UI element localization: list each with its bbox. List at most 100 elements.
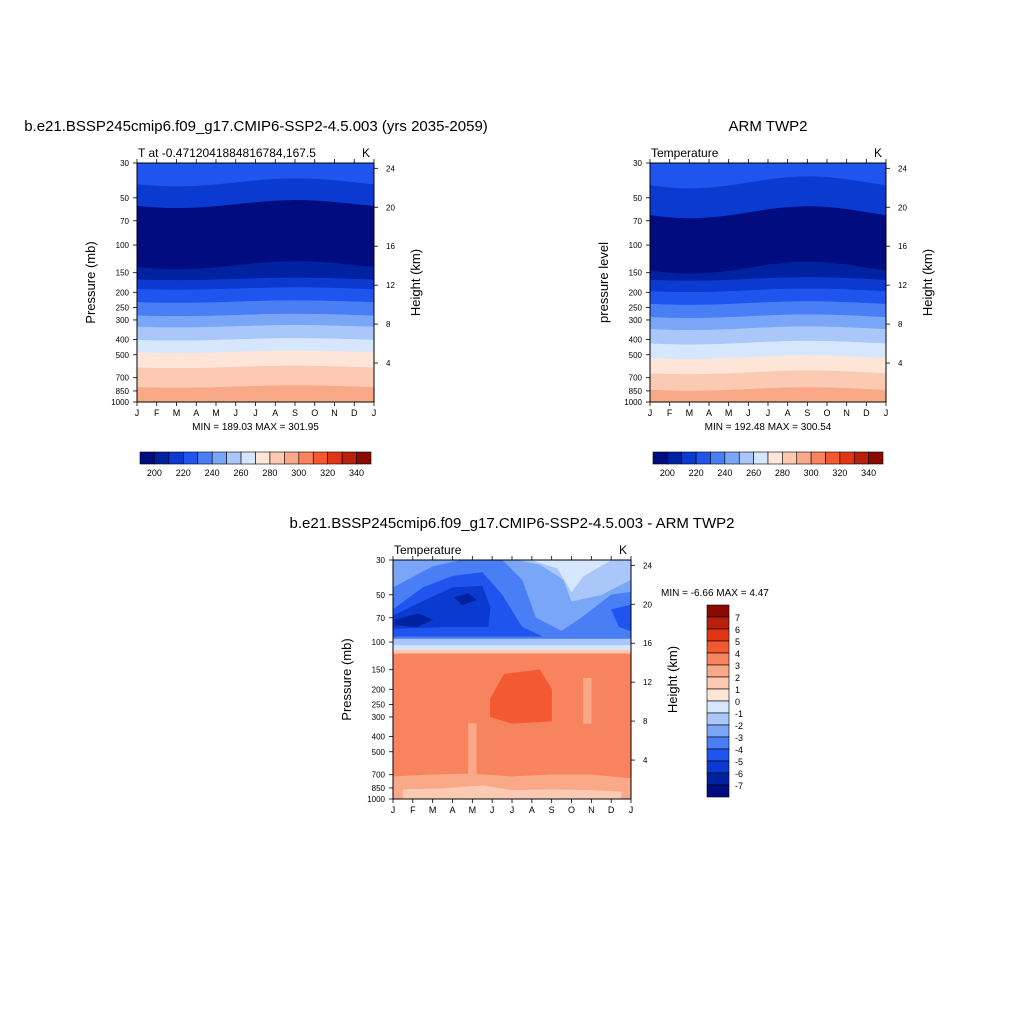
x-tick-label: A [785,408,791,418]
colorbar-label: 5 [735,637,740,647]
colorbar-swatch [341,451,357,465]
colorbar-label: -7 [735,781,743,791]
colorbar-label: 7 [735,613,740,623]
y-tick-label: 850 [372,784,386,793]
colorbar-label: 300 [291,468,306,478]
y-right-tick-label: 4 [386,359,391,368]
y-right-tick-label: 8 [643,717,648,726]
colorbar-swatch [706,676,730,690]
y-tick-label: 850 [629,387,643,396]
colorbar-swatch [825,451,841,465]
colorbar-swatch [767,451,783,465]
x-tick-label: J [135,408,140,418]
colorbar-swatch [154,451,170,465]
y-right-tick-label: 8 [386,320,391,329]
min-max-label: MIN = 192.48 MAX = 300.54 [705,422,832,433]
x-tick-label: J [884,408,889,418]
y-tick-label: 1000 [367,795,385,804]
x-tick-label: J [766,408,771,418]
x-tick-label: F [154,408,160,418]
y-right-tick-label: 16 [643,639,652,648]
x-tick-label: N [588,805,595,815]
colorbar-label: 6 [735,625,740,635]
colorbar-swatch [706,772,730,786]
colorbar-swatch [197,451,213,465]
colorbar-swatch [710,451,726,465]
y-right-tick-label: 24 [898,164,907,173]
y-tick-label: 200 [629,288,643,297]
x-tick-label: N [843,408,850,418]
contour-band [468,723,477,775]
y-axis-label: Pressure (mb) [83,241,98,323]
colorbar-label: 320 [320,468,335,478]
y-tick-label: 1000 [624,398,642,407]
y-axis-label-right: Height (km) [665,646,680,713]
x-tick-label: S [292,408,298,418]
x-tick-label: D [351,408,358,418]
units-label: K [874,146,882,160]
x-tick-label: J [629,805,634,815]
colorbar-swatch [753,451,769,465]
y-tick-label: 700 [116,374,130,383]
colorbar-label: -6 [735,769,743,779]
x-tick-label: O [311,408,318,418]
obs-panel: ARM TWP2 Temperature K J F M A M J J A S O N D J 30 50 70 1… [596,118,935,478]
colorbar-swatch [706,664,730,678]
colorbar-swatch [853,451,869,465]
x-tick-label: A [706,408,712,418]
colorbar-swatch [738,451,754,465]
chart-subtitle: Temperature [394,543,462,557]
contour-band [136,200,375,270]
colorbar-swatch [706,688,730,702]
colorbar-swatch [168,451,184,465]
colorbar-label: 220 [689,468,704,478]
y-tick-label: 200 [372,685,386,694]
colorbar-label: 260 [234,468,249,478]
y-tick-label: 300 [116,316,130,325]
y-axis-label: Pressure (mb) [339,638,354,720]
x-tick-label: J [253,408,258,418]
y-axis-label-right: Height (km) [408,249,423,316]
plot-area [392,559,632,800]
y-right-tick-label: 20 [643,600,652,609]
contour-band [136,350,375,369]
colorbar-label: -3 [735,733,743,743]
colorbar-swatch [269,451,285,465]
y-tick-label: 700 [372,771,386,780]
colorbar-label: -1 [735,709,743,719]
y-right-tick-label: 16 [898,242,907,251]
colorbar: 200 220 240 260 280 300 320 340 [139,451,372,478]
contour-band [136,338,375,354]
colorbar-label: 200 [660,468,675,478]
x-tick-label: A [193,408,199,418]
colorbar-swatch [796,451,812,465]
contour-band [490,669,552,724]
colorbar-swatch [695,451,711,465]
y-tick-label: 150 [372,666,386,675]
colorbar-swatch [681,451,697,465]
colorbar-swatch [240,451,256,465]
colorbar-swatch [706,628,730,642]
colorbar-swatch [652,451,668,465]
y-right-tick-label: 8 [898,320,903,329]
colorbar-label: 300 [804,468,819,478]
x-tick-label: M [212,408,220,418]
colorbar-label: 220 [176,468,191,478]
colorbar-swatch [706,652,730,666]
units-label: K [362,146,370,160]
contour-band [454,593,477,606]
x-tick-label: F [667,408,673,418]
y-tick-label: 70 [376,614,385,623]
x-tick-label: J [490,805,495,815]
contour-band [393,645,631,650]
colorbar-swatch [284,451,300,465]
colorbar-swatch [782,451,798,465]
colorbar-swatch [706,640,730,654]
x-tick-label: A [529,805,535,815]
colorbar-swatch [255,451,271,465]
y-tick-label: 150 [116,269,130,278]
model-panel: b.e21.BSSP245cmip6.f09_g17.CMIP6-SSP2-4.… [24,118,488,478]
y-tick-label: 1000 [111,398,129,407]
colorbar-swatch [298,451,314,465]
